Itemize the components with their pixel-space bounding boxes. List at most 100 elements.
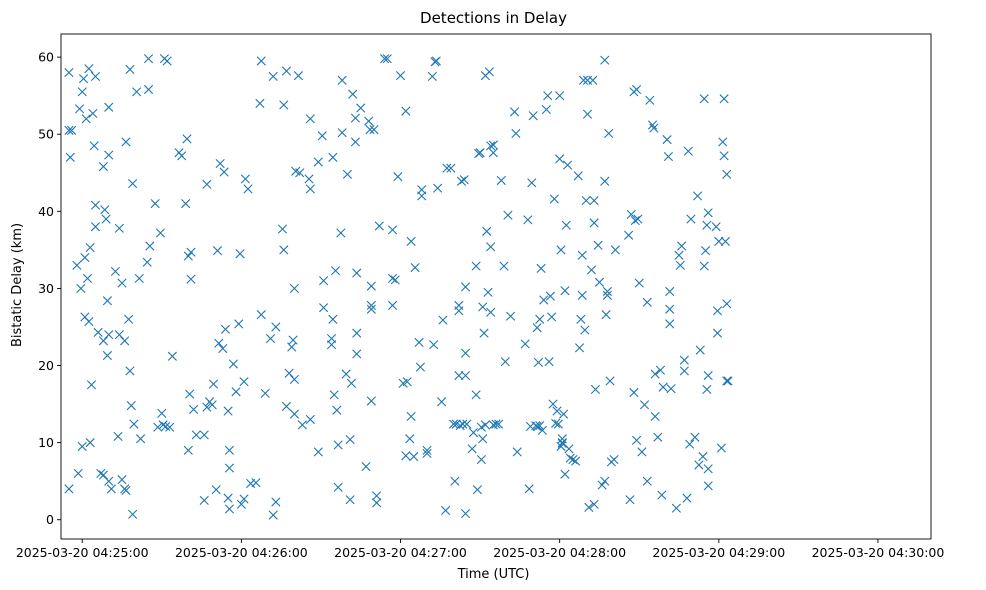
- data-point-marker: [155, 228, 166, 238]
- data-point-marker: [496, 175, 506, 186]
- data-point-marker: [454, 300, 464, 310]
- data-point-marker: [313, 157, 323, 167]
- data-point-marker: [441, 505, 451, 516]
- data-point-marker: [475, 148, 485, 158]
- data-point-marker: [212, 246, 223, 256]
- data-point-marker: [642, 297, 652, 307]
- data-point-marker: [561, 220, 571, 230]
- data-point-marker: [468, 428, 479, 438]
- data-point-marker: [580, 325, 590, 335]
- y-tick-label: 60: [38, 50, 54, 65]
- plot-area-frame: [60, 33, 932, 540]
- data-point-marker: [85, 438, 95, 448]
- data-point-marker: [703, 481, 713, 491]
- data-markers: [64, 54, 733, 520]
- data-point-marker: [458, 419, 468, 429]
- data-point-marker: [279, 245, 289, 255]
- data-point-marker: [699, 94, 709, 104]
- data-point-marker: [73, 468, 83, 479]
- data-point-marker: [686, 214, 696, 224]
- data-point-marker: [409, 451, 419, 462]
- data-point-marker: [235, 249, 245, 259]
- data-point-marker: [601, 310, 611, 320]
- data-point-marker: [304, 174, 314, 184]
- data-point-marker: [460, 282, 471, 292]
- data-point-marker: [429, 340, 439, 350]
- data-point-marker: [552, 406, 562, 416]
- data-point-marker: [414, 337, 424, 347]
- data-point-marker: [281, 66, 292, 76]
- data-point-marker: [295, 168, 305, 178]
- data-point-marker: [366, 396, 376, 406]
- data-point-marker: [366, 304, 376, 314]
- data-point-marker: [366, 281, 376, 291]
- data-point-marker: [524, 484, 534, 494]
- data-point-marker: [121, 485, 131, 496]
- data-point-marker: [293, 71, 303, 81]
- data-point-marker: [265, 333, 276, 344]
- data-point-marker: [594, 277, 605, 287]
- data-point-marker: [281, 401, 292, 411]
- data-point-marker: [365, 125, 375, 135]
- data-point-marker: [634, 278, 644, 288]
- data-point-marker: [372, 491, 382, 501]
- data-point-marker: [208, 379, 219, 389]
- data-point-marker: [114, 330, 124, 340]
- data-point-marker: [543, 91, 553, 101]
- data-point-marker: [460, 370, 471, 381]
- data-point-marker: [76, 283, 86, 294]
- data-point-marker: [699, 261, 709, 271]
- data-point-marker: [126, 401, 136, 411]
- data-point-marker: [547, 312, 557, 322]
- data-point-marker: [695, 345, 705, 355]
- data-point-marker: [243, 184, 253, 194]
- data-point-marker: [182, 134, 192, 144]
- data-point-marker: [202, 402, 212, 412]
- data-point-marker: [313, 447, 323, 457]
- data-point-marker: [333, 440, 343, 450]
- data-point-marker: [600, 476, 610, 486]
- data-point-marker: [202, 179, 212, 189]
- data-point-marker: [573, 171, 583, 181]
- data-point-marker: [406, 411, 416, 422]
- data-point-marker: [544, 357, 554, 367]
- data-point-marker: [605, 376, 615, 386]
- data-point-marker: [541, 104, 551, 115]
- data-point-marker: [679, 355, 689, 365]
- data-point-marker: [145, 241, 155, 251]
- data-point-marker: [215, 158, 225, 169]
- data-point-marker: [610, 245, 620, 255]
- data-point-marker: [702, 220, 712, 230]
- x-tick-label: 2025-03-20 04:29:00: [652, 545, 785, 560]
- data-point-marker: [98, 162, 109, 172]
- data-point-marker: [364, 116, 374, 126]
- data-point-marker: [600, 55, 610, 65]
- data-point-marker: [584, 502, 594, 512]
- data-point-marker: [387, 300, 398, 310]
- data-point-marker: [382, 54, 392, 64]
- data-point-marker: [597, 480, 607, 490]
- data-point-marker: [582, 109, 593, 119]
- data-point-marker: [658, 382, 668, 392]
- data-point-marker: [712, 328, 723, 338]
- x-tick-label: 2025-03-20 04:27:00: [334, 545, 467, 560]
- data-point-marker: [593, 240, 603, 250]
- data-point-marker: [703, 370, 713, 381]
- y-tick-label: 40: [38, 204, 54, 219]
- data-point-marker: [333, 482, 343, 492]
- data-point-marker: [650, 411, 660, 422]
- data-point-marker: [700, 246, 711, 256]
- data-point-marker: [186, 247, 196, 257]
- data-point-marker: [77, 441, 87, 452]
- data-point-marker: [102, 350, 113, 361]
- data-point-marker: [337, 75, 347, 85]
- data-point-marker: [484, 67, 494, 77]
- data-point-marker: [527, 178, 537, 188]
- data-point-marker: [472, 485, 483, 495]
- data-point-marker: [548, 399, 558, 409]
- data-point-marker: [240, 174, 250, 184]
- data-point-marker: [98, 336, 109, 346]
- x-axis-label: Time (UTC): [457, 567, 530, 582]
- data-point-marker: [161, 421, 171, 432]
- data-point-marker: [694, 460, 704, 470]
